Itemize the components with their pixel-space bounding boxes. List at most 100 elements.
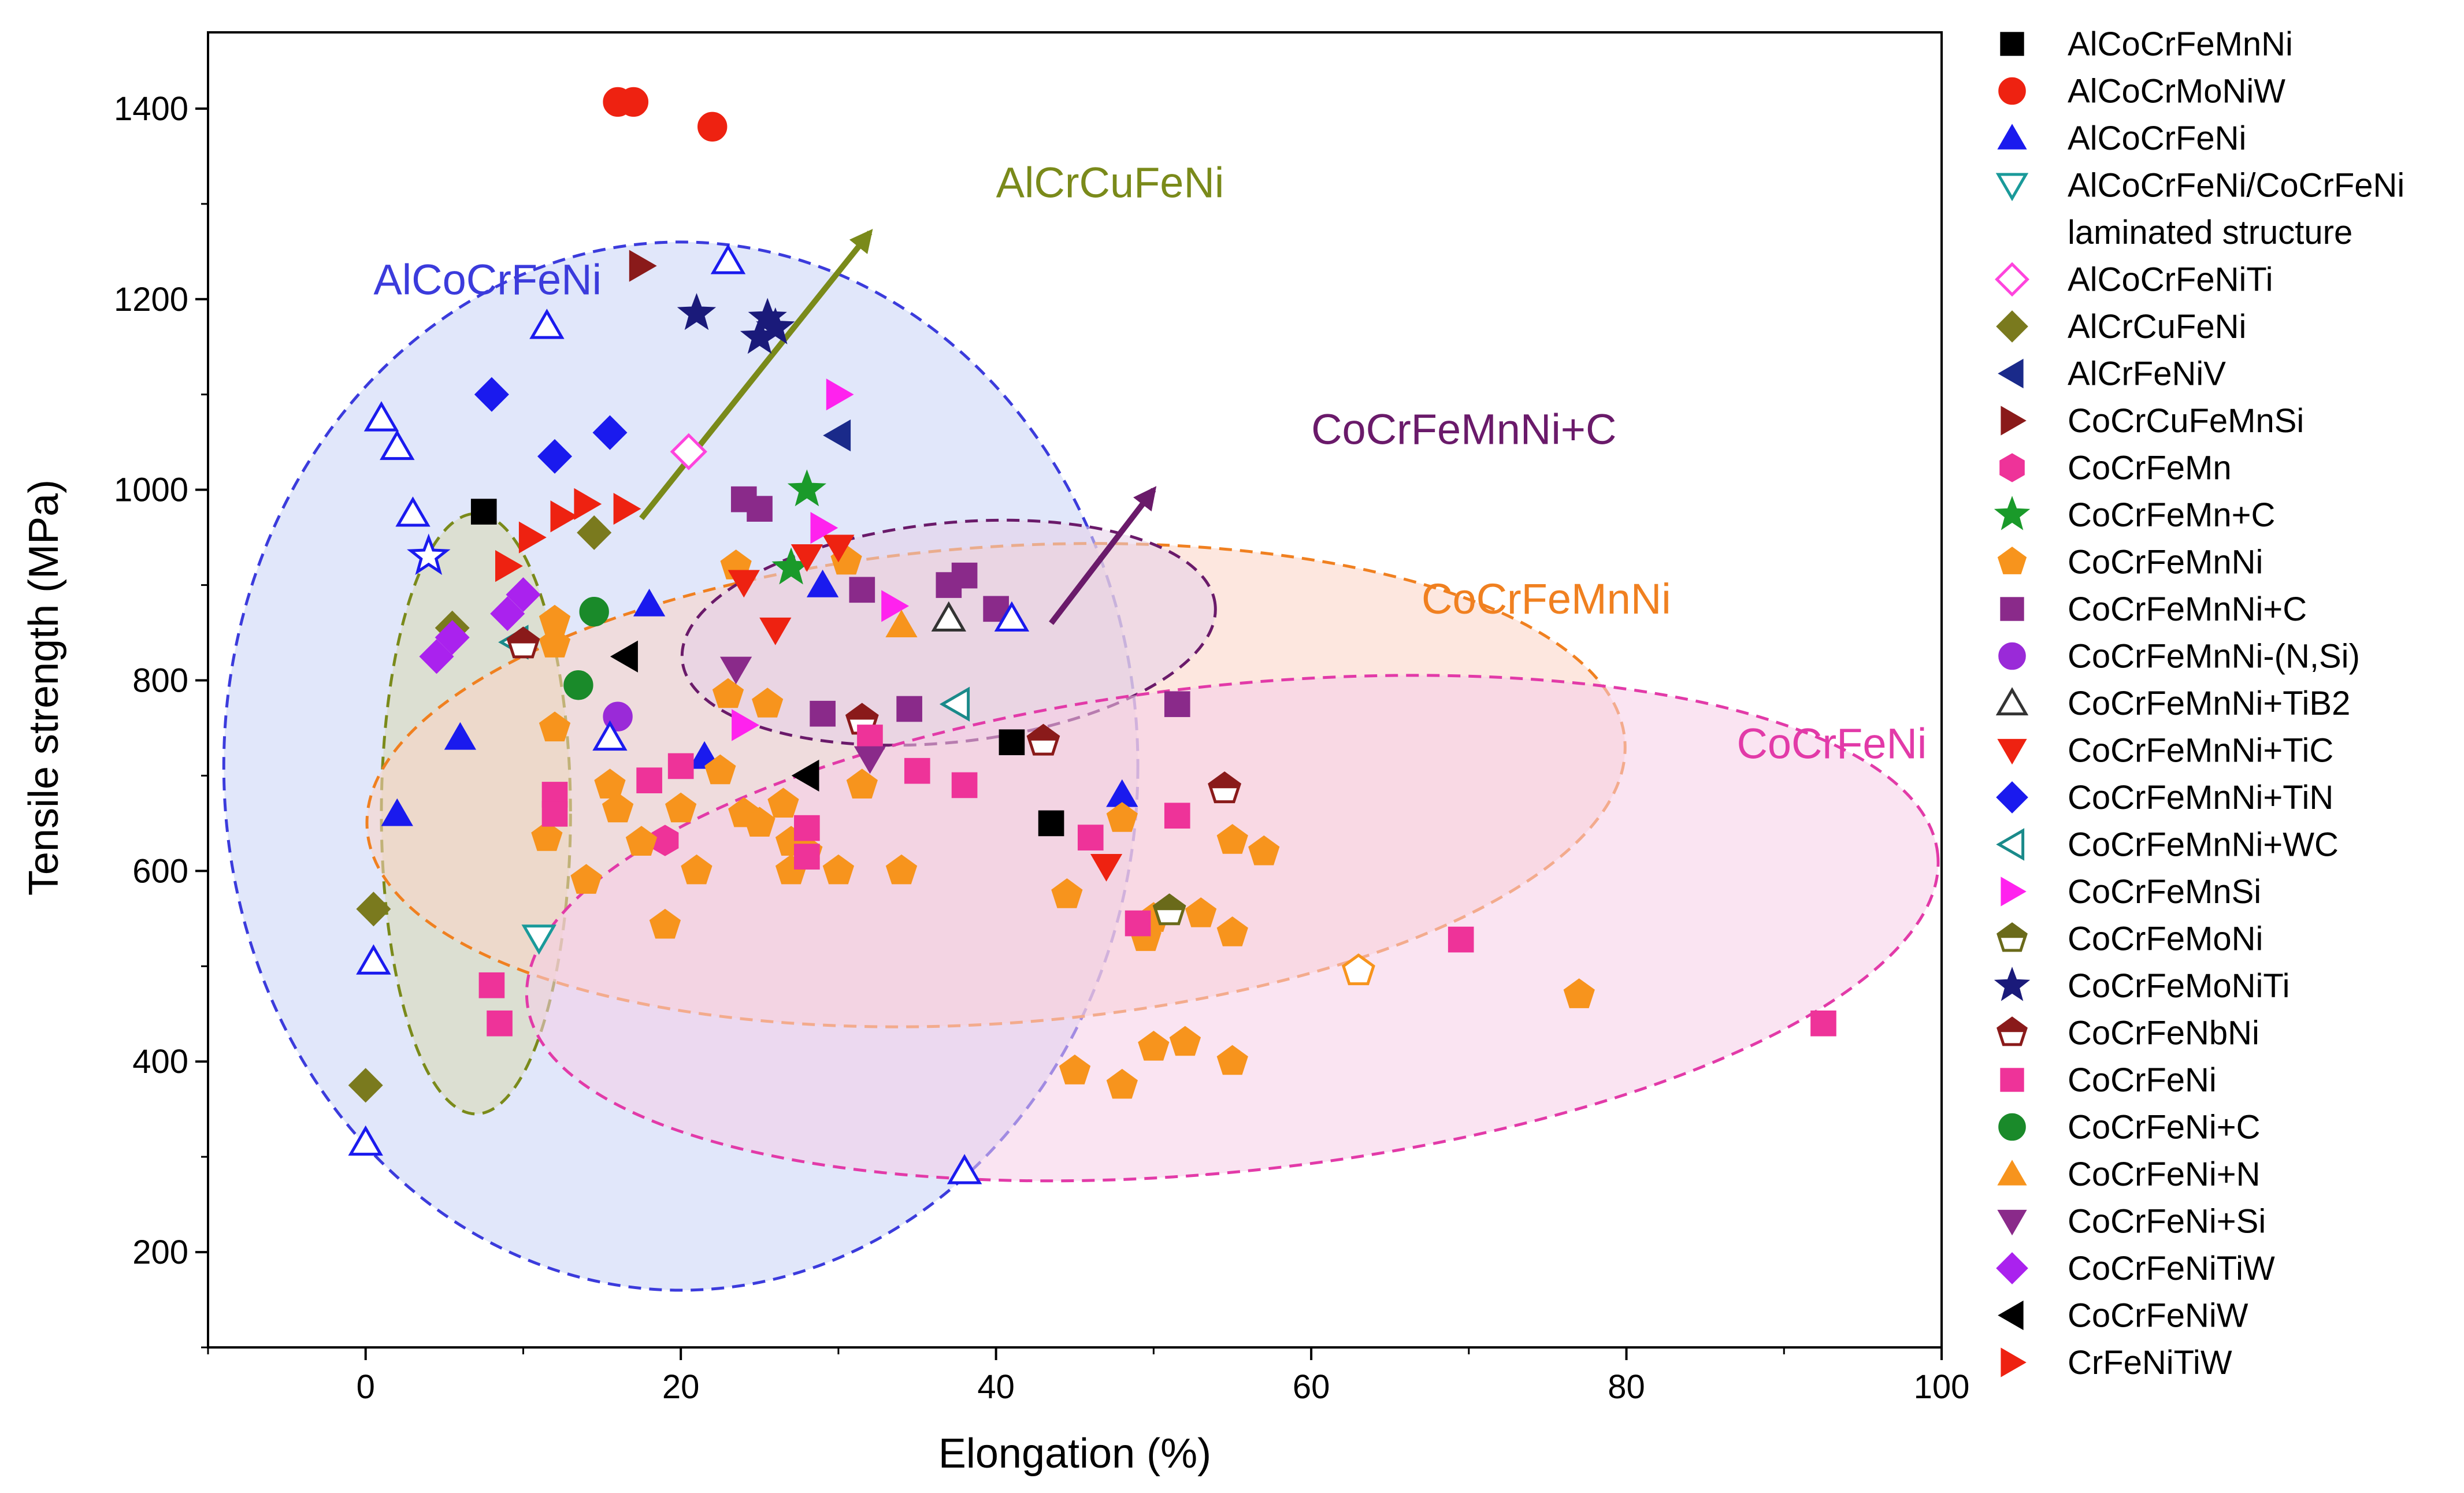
point-unclassified-open-blue — [529, 309, 565, 339]
point-cocrfeniw — [791, 759, 819, 792]
legend-marker-cocrfeni-si — [1997, 1209, 2027, 1236]
x-tick-label: 40 — [977, 1368, 1015, 1406]
legend-marker-cocrfemnni — [1997, 547, 2027, 574]
point-cocrfemnni — [594, 768, 626, 799]
point-alcrcufeni — [577, 515, 612, 550]
point-cocrfemnni — [1106, 802, 1138, 832]
point-cocrfemnni — [665, 792, 697, 823]
point-cocrfeniw — [610, 640, 638, 673]
legend-label: CoCrFeMnNi+TiN — [2068, 779, 2333, 816]
point-unclassified-open-blue — [994, 601, 1030, 632]
legend-marker-cocrfemnni-c — [2000, 597, 2024, 621]
point-cocrfenitiw — [490, 596, 525, 632]
legend-marker-cocrfemn-c — [1994, 496, 2031, 530]
point-alcrfeniv — [823, 419, 851, 452]
legend-label: CoCrFeMnNi — [2068, 544, 2263, 581]
region-arrows — [639, 229, 1157, 625]
point-cocrfeni — [541, 801, 568, 827]
data-points — [348, 87, 1836, 1184]
legend-marker-cocrfeniw — [1998, 1300, 2024, 1331]
region-cocrfemnni-c — [680, 518, 1217, 747]
point-cocrfemnni-c — [896, 696, 922, 722]
point-cocrfenbni-fill — [847, 704, 877, 720]
point-cocrfemnni — [1169, 1026, 1201, 1056]
point-cocrfenbni-fill — [1209, 773, 1240, 789]
point-cocrfemnni-c — [810, 700, 836, 727]
point-cocrfeni — [1448, 926, 1474, 953]
point-crfenitiw — [550, 500, 578, 533]
legend-label: AlCoCrMoNiW — [2068, 73, 2285, 110]
y-axis-label: Tensile strength (MPa) — [21, 480, 67, 896]
point-alcocrfemnni — [1038, 810, 1064, 837]
point-unclassified-open-blue — [363, 401, 399, 432]
point-cocrfemnni-c — [1164, 691, 1190, 718]
point-cocrfemnni — [1216, 916, 1248, 946]
legend-marker-cocrfemnni-tic — [1997, 738, 2027, 765]
legend-marker-alcocrfeni — [1997, 124, 2027, 150]
point-unclassified-open-blue — [380, 429, 415, 460]
x-tick-label: 20 — [662, 1368, 700, 1406]
region-arrow — [1049, 486, 1157, 625]
point-cocrfemnni — [602, 792, 634, 823]
point-cocrfemnni-wc — [939, 686, 970, 722]
legend-label: CrFeNiTiW — [2068, 1344, 2232, 1381]
point-cocrfemnni — [539, 627, 571, 658]
legend-marker-cocrfeni-c — [1998, 1113, 2026, 1141]
point-cocrfemnni — [704, 754, 736, 785]
point-cocrfeni — [857, 725, 883, 751]
point-alcocrfemnni — [999, 729, 1025, 756]
point-cocrfemnni-tic — [822, 534, 855, 563]
x-tick-label: 100 — [1914, 1368, 1970, 1406]
point-cocrfemnni — [681, 854, 713, 885]
point-cocrfeni — [1810, 1010, 1836, 1037]
legend-label: AlCoCrFeNiTi — [2068, 261, 2273, 299]
legend-marker-cocrfemnni-tin — [1996, 781, 2028, 814]
x-axis-label: Elongation (%) — [938, 1431, 1211, 1477]
point-cocrfemnni — [767, 788, 799, 818]
point-crfenitiw — [495, 549, 523, 582]
legend-marker-cocrfemoni-fill — [1998, 924, 2026, 938]
legend-label: CoCrFeMnNi+TiC — [2068, 732, 2333, 770]
point-cocrfemnni — [1563, 978, 1595, 1008]
legend-marker-crfenitiw — [2001, 1347, 2027, 1377]
legend-marker-cocrfenitiw — [1996, 1252, 2028, 1284]
legend-marker-cocrfemnni-wc — [1996, 828, 2025, 861]
legend-label: AlCoCrFeMnNi — [2068, 25, 2293, 63]
point-cocrfemnni-c — [747, 496, 773, 522]
point-cocrfeni-c — [563, 670, 593, 700]
point-cocrfemnni-tin — [474, 377, 509, 412]
point-unclassified-open-blue — [348, 1125, 383, 1156]
axes: 0 20 40 60 80 100 200 400 600 800 1000 1200 1400 — [114, 90, 1969, 1406]
point-cocrfemnni-tin — [592, 415, 628, 450]
legend-marker-cocrfemnni-tib2 — [1995, 687, 2029, 716]
x-tick-label: 60 — [1293, 1368, 1330, 1406]
point-alcocrfeni — [381, 798, 413, 826]
legend-marker-cocrcufemnsi — [2001, 406, 2027, 436]
legend-marker-alcocrmoniw — [1998, 77, 2026, 105]
point-cocrfeni-si — [854, 746, 886, 774]
legend-label: CoCrFeMn — [2068, 450, 2232, 487]
point-cocrfemnni-c — [951, 562, 978, 589]
x-tick-label: 80 — [1608, 1368, 1645, 1406]
y-tick-label: 600 — [132, 852, 188, 890]
legend-marker-cocrfemnni-n-si — [1998, 642, 2026, 670]
point-cocrfemnsi — [826, 378, 854, 411]
legend-marker-cocrfemnsi — [2001, 877, 2027, 907]
point-cocrfemnsi — [732, 709, 760, 741]
region-label-alcrcufeni: AlCrCuFeNi — [996, 158, 1224, 206]
y-tick-label: 200 — [132, 1234, 188, 1271]
legend-label: CoCrFeNiW — [2068, 1297, 2248, 1335]
legend-label: CoCrFeMnNi+C — [2068, 590, 2307, 628]
point-cocrfemn — [651, 825, 679, 856]
point-cocrfemoniti — [677, 293, 717, 330]
legend-label: AlCoCrFeNi — [2068, 120, 2246, 157]
point-alcocrmoniw — [618, 87, 649, 117]
legend-label: CoCrFeNiTiW — [2068, 1250, 2275, 1287]
point-cocrfeni — [794, 815, 820, 841]
point-cocrfeni — [794, 844, 820, 870]
point-alcocrmoniw — [697, 112, 728, 142]
legend-label: CoCrFeMnNi-(N,Si) — [2068, 638, 2360, 675]
point-cocrfemnni-tin — [537, 439, 573, 474]
point-alcocrfeni — [633, 588, 666, 616]
